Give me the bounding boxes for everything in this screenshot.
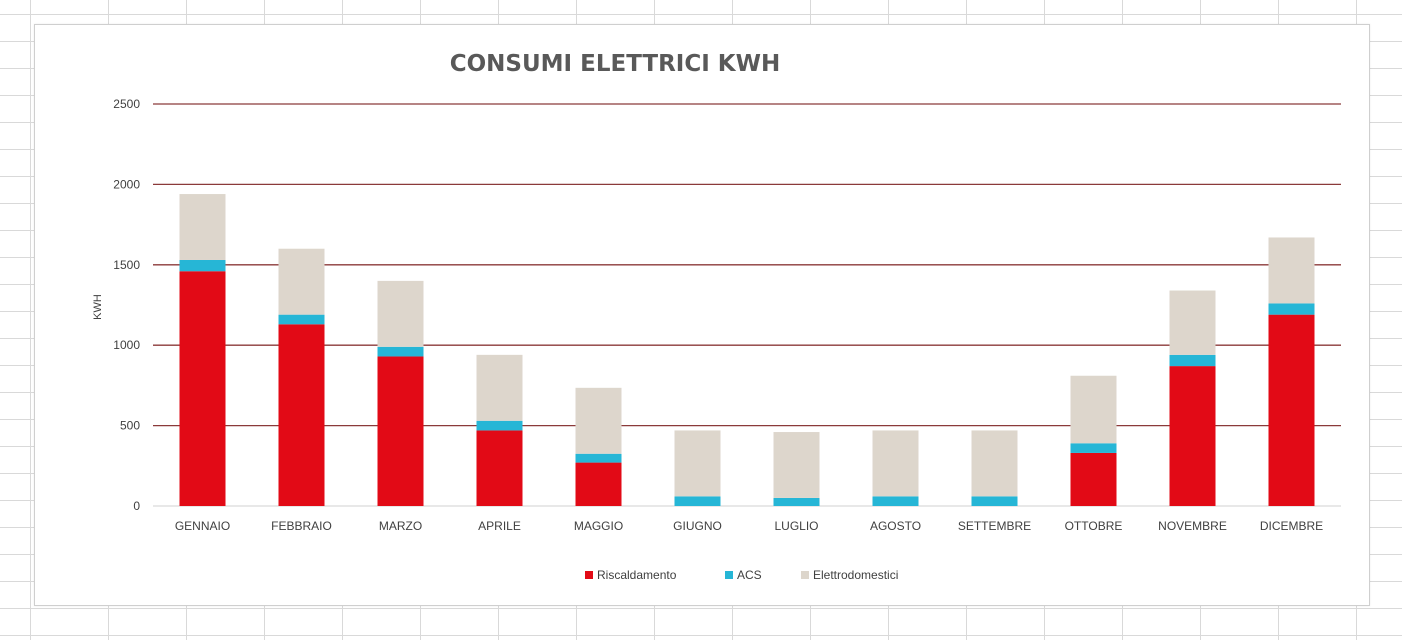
bar-acs bbox=[575, 453, 622, 463]
y-axis-label: KWH bbox=[92, 294, 104, 320]
bar-riscaldamento bbox=[1169, 366, 1216, 506]
bar-elettrodomestici bbox=[971, 430, 1018, 497]
bar-acs bbox=[1070, 443, 1117, 453]
chart-area[interactable]: CONSUMI ELETTRICI KWH KWH 0 500 1000 1500 20… bbox=[34, 24, 1370, 606]
bar-elettrodomestici bbox=[575, 387, 622, 454]
bar-elettrodomestici bbox=[179, 194, 226, 260]
x-tick-label: FEBBRAIO bbox=[271, 519, 332, 533]
bar-riscaldamento bbox=[278, 324, 325, 506]
legend-label: Riscaldamento bbox=[597, 568, 677, 582]
bar-elettrodomestici bbox=[773, 432, 820, 498]
y-tick-label: 500 bbox=[120, 419, 140, 433]
x-tick-label: DICEMBRE bbox=[1260, 519, 1323, 533]
legend-label: Elettrodomestici bbox=[813, 568, 898, 582]
bar-elettrodomestici bbox=[1169, 290, 1216, 355]
x-tick-label: MARZO bbox=[379, 519, 422, 533]
bar-riscaldamento bbox=[377, 356, 424, 506]
bar-elettrodomestici bbox=[1268, 237, 1315, 304]
chart-title: CONSUMI ELETTRICI KWH bbox=[450, 51, 781, 77]
bar-riscaldamento bbox=[476, 430, 523, 506]
bar-acs bbox=[179, 259, 226, 272]
x-tick-label: GENNAIO bbox=[175, 519, 230, 533]
bar-riscaldamento bbox=[1268, 314, 1315, 506]
bar-elettrodomestici bbox=[674, 430, 721, 497]
bar-acs bbox=[773, 497, 820, 506]
y-tick-label: 0 bbox=[133, 499, 140, 513]
bar-elettrodomestici bbox=[872, 430, 919, 497]
bar-riscaldamento bbox=[575, 462, 622, 506]
bar-acs bbox=[278, 314, 325, 325]
bar-acs bbox=[1169, 354, 1216, 367]
x-tick-label: APRILE bbox=[478, 519, 521, 533]
legend-swatch bbox=[585, 571, 593, 579]
x-tick-label: OTTOBRE bbox=[1065, 519, 1123, 533]
bars bbox=[179, 194, 1315, 506]
x-tick-label: MAGGIO bbox=[574, 519, 623, 533]
x-axis-labels: GENNAIO FEBBRAIO MARZO APRILE MAGGIO GIUGNO LU… bbox=[175, 519, 1323, 533]
bar-acs bbox=[674, 496, 721, 506]
gridlines: 0 500 1000 1500 2000 2500 bbox=[113, 97, 1341, 513]
bar-elettrodomestici bbox=[278, 248, 325, 315]
x-tick-label: NOVEMBRE bbox=[1158, 519, 1227, 533]
legend-label: ACS bbox=[737, 568, 762, 582]
x-tick-label: LUGLIO bbox=[774, 519, 818, 533]
y-tick-label: 2000 bbox=[113, 177, 140, 191]
bar-riscaldamento bbox=[1070, 452, 1117, 506]
stacked-bar-chart: CONSUMI ELETTRICI KWH KWH 0 500 1000 1500 20… bbox=[92, 51, 1341, 582]
bar-elettrodomestici bbox=[476, 354, 523, 421]
bar-acs bbox=[872, 496, 919, 506]
x-tick-label: AGOSTO bbox=[870, 519, 921, 533]
bar-acs bbox=[971, 496, 1018, 506]
bar-acs bbox=[377, 346, 424, 357]
bar-elettrodomestici bbox=[1070, 375, 1117, 444]
legend-swatch bbox=[801, 571, 809, 579]
bar-riscaldamento bbox=[179, 271, 226, 506]
bar-acs bbox=[1268, 303, 1315, 315]
legend-swatch bbox=[725, 571, 733, 579]
bar-acs bbox=[476, 420, 523, 431]
x-tick-label: GIUGNO bbox=[673, 519, 722, 533]
x-tick-label: SETTEMBRE bbox=[958, 519, 1031, 533]
legend: Riscaldamento ACS Elettrodomestici bbox=[585, 568, 898, 582]
y-tick-label: 1000 bbox=[113, 338, 140, 352]
y-tick-label: 1500 bbox=[113, 258, 140, 272]
bar-elettrodomestici bbox=[377, 280, 424, 347]
y-tick-label: 2500 bbox=[113, 97, 140, 111]
